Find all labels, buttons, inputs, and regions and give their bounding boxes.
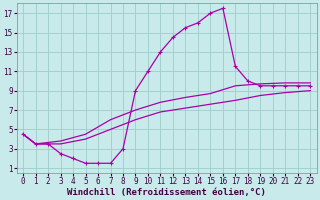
X-axis label: Windchill (Refroidissement éolien,°C): Windchill (Refroidissement éolien,°C): [67, 188, 266, 197]
